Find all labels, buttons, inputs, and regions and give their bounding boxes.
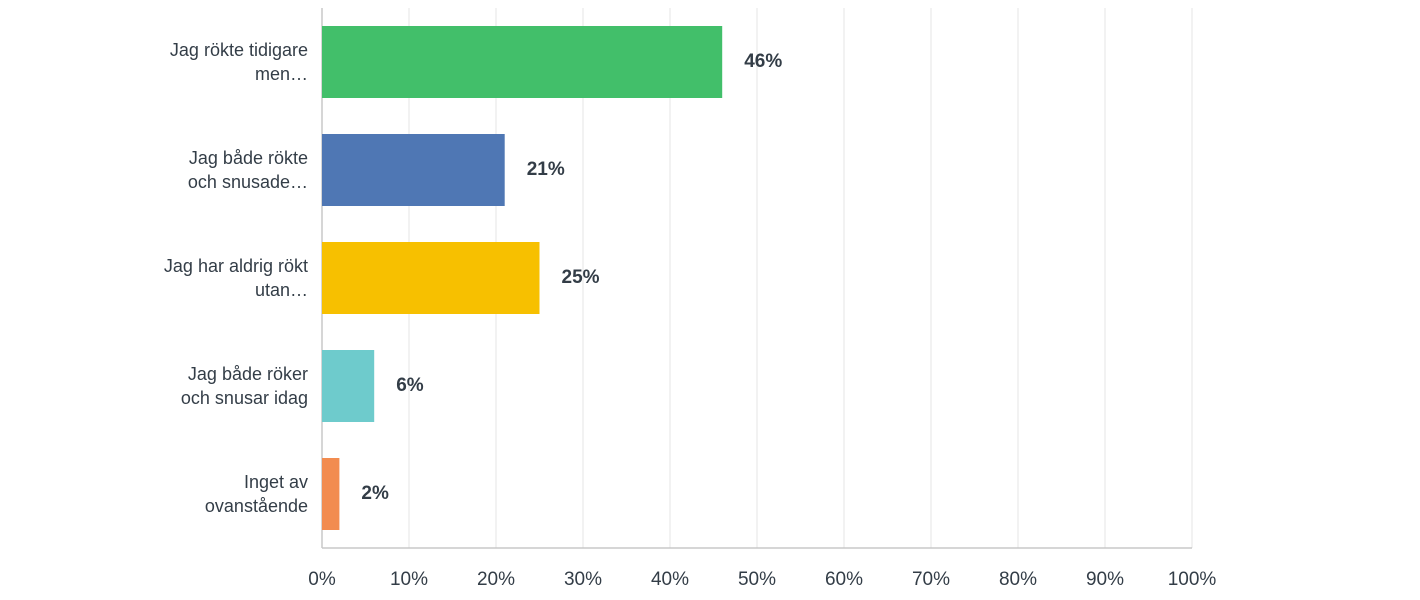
value-label: 2% bbox=[361, 483, 389, 504]
x-tick-label: 20% bbox=[477, 569, 515, 590]
x-tick-label: 40% bbox=[651, 569, 689, 590]
category-label: Jag både rökte och snusade… bbox=[187, 148, 308, 192]
x-tick-label: 90% bbox=[1086, 569, 1124, 590]
value-label: 6% bbox=[396, 375, 424, 396]
bar bbox=[322, 350, 375, 422]
bar bbox=[322, 242, 540, 314]
bar bbox=[322, 458, 340, 530]
x-tick-label: 80% bbox=[999, 569, 1037, 590]
x-tick-label: 30% bbox=[564, 569, 602, 590]
bar bbox=[322, 134, 505, 206]
category-label: Jag både röker och snusar idag bbox=[180, 364, 308, 408]
x-tick-label: 10% bbox=[390, 569, 428, 590]
x-tick-label: 50% bbox=[738, 569, 776, 590]
bar bbox=[322, 26, 723, 98]
x-tick-label: 0% bbox=[308, 569, 336, 590]
value-label: 46% bbox=[744, 51, 782, 72]
category-label: Jag rökte tidigare men… bbox=[169, 40, 308, 84]
category-label: Jag har aldrig rökt utan… bbox=[163, 256, 308, 300]
category-label: Inget av ovanstående bbox=[204, 472, 308, 516]
x-tick-label: 60% bbox=[825, 569, 863, 590]
value-label: 25% bbox=[562, 267, 600, 288]
x-tick-label: 70% bbox=[912, 569, 950, 590]
value-label: 21% bbox=[527, 159, 565, 180]
x-tick-label: 100% bbox=[1168, 569, 1217, 590]
